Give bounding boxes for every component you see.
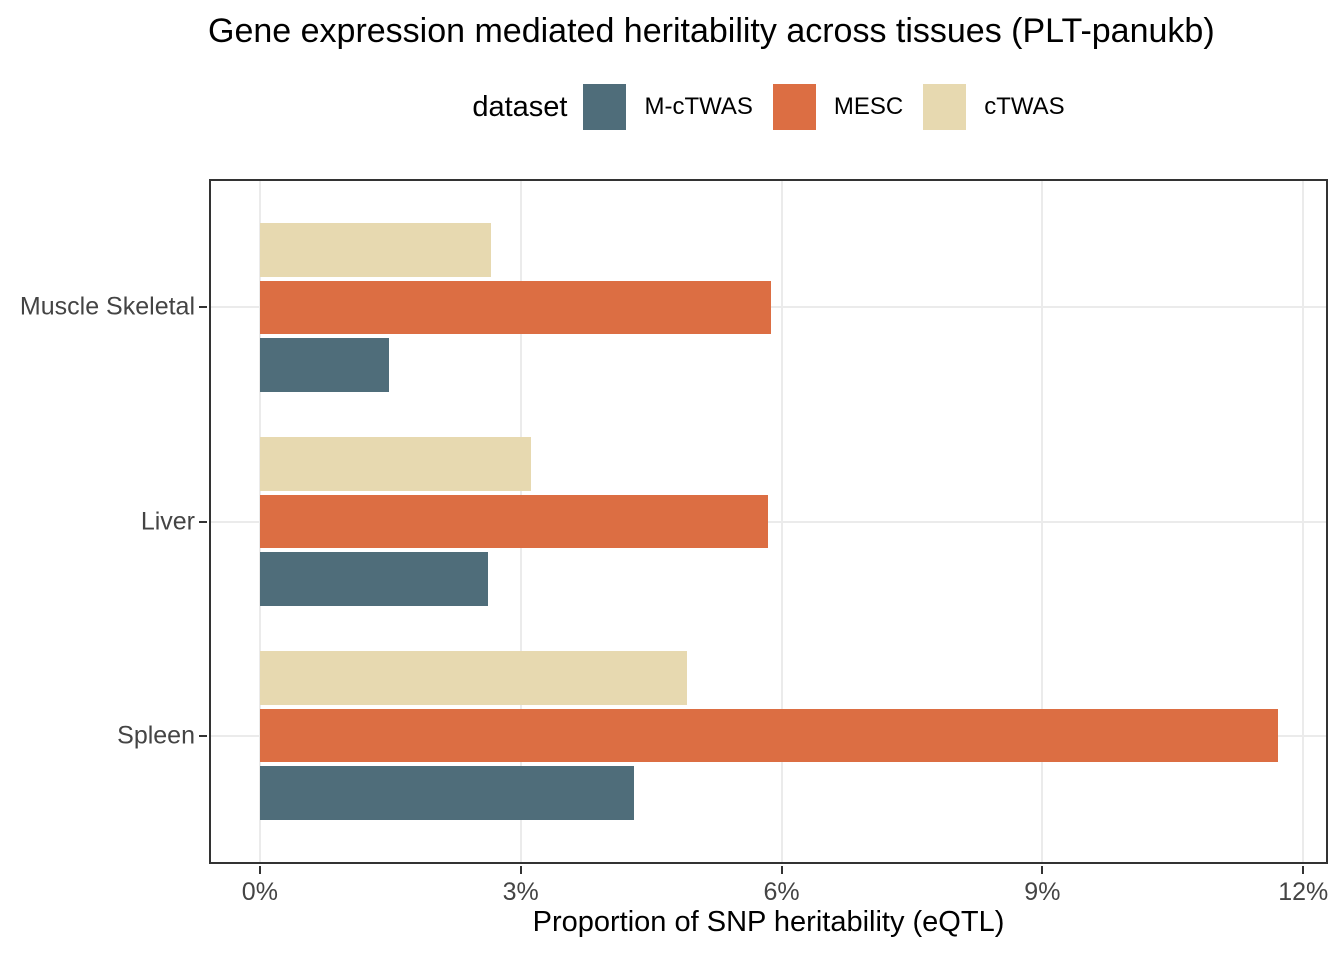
x-tick-label: 6% — [763, 878, 800, 906]
y-category-label: Spleen — [117, 721, 195, 750]
x-axis-title: Proportion of SNP heritability (eQTL) — [532, 906, 1005, 938]
bar-liver-mesc — [259, 494, 769, 549]
legend: dataset M-cTWAS MESC cTWAS — [209, 82, 1328, 132]
x-tick-label: 12% — [1278, 878, 1329, 906]
legend-label: MESC — [833, 93, 904, 120]
legend-item-m-ctwas: M-cTWAS — [583, 84, 753, 130]
x-tick-mark — [780, 866, 783, 874]
gridline-y-liver — [209, 520, 1328, 523]
legend-label: cTWAS — [984, 93, 1065, 120]
chart-title: Gene expression mediated heritability ac… — [208, 12, 1215, 50]
legend-title: dataset — [472, 90, 568, 123]
legend-swatch-icon — [923, 84, 967, 130]
y-tick-mark — [199, 306, 207, 309]
y-tick-mark — [199, 734, 207, 737]
legend-swatch-icon — [583, 84, 627, 130]
legend-item-mesc: MESC — [772, 84, 904, 130]
y-category-label: Liver — [140, 507, 195, 535]
x-tick-label: 3% — [502, 878, 539, 906]
x-tick-mark — [258, 866, 261, 874]
legend-label: M-cTWAS — [644, 93, 753, 120]
y-category-label: Muscle Skeletal — [19, 292, 195, 321]
legend-swatch-icon — [772, 84, 816, 130]
bar-liver-m-ctwas — [259, 552, 488, 606]
y-axis-ticks — [199, 179, 207, 864]
bar-liver-ctwas — [259, 437, 532, 491]
x-axis-ticks: 0% 3% 6% 9% 12% — [209, 866, 1328, 906]
x-tick-mark — [1041, 866, 1044, 874]
x-tick-label: 9% — [1024, 878, 1061, 906]
y-tick-mark — [199, 520, 207, 523]
bar-spleen-mesc — [259, 708, 1278, 763]
x-tick-mark — [1302, 866, 1305, 874]
plot-panel — [209, 179, 1328, 864]
x-tick-label: 0% — [241, 878, 278, 906]
bar-muscle-skeletal-mesc — [259, 280, 772, 335]
legend-item-ctwas: cTWAS — [923, 84, 1065, 130]
x-tick-mark — [519, 866, 522, 874]
bar-muscle-skeletal-m-ctwas — [259, 338, 389, 392]
bar-spleen-m-ctwas — [259, 766, 634, 820]
y-axis-labels: Muscle Skeletal Liver Spleen — [0, 179, 195, 864]
bar-muscle-skeletal-ctwas — [259, 223, 492, 277]
bar-spleen-ctwas — [259, 651, 687, 705]
